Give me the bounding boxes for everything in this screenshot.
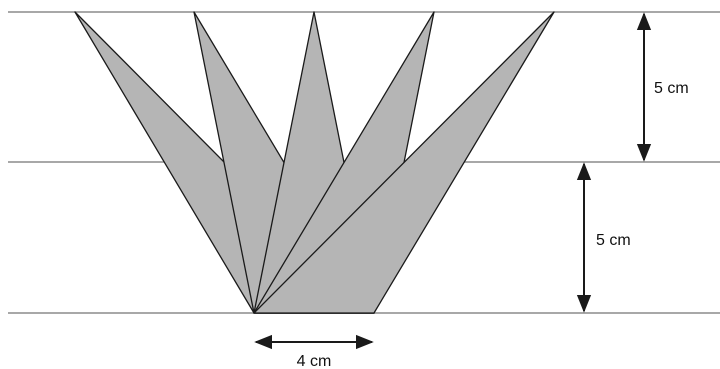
base-width-label: 4 cm [297,353,332,369]
upper-height-label: 5 cm [654,80,689,97]
lower-height-label: 5 cm [596,232,631,249]
shaded-triangles [74,11,555,314]
triangle-5 [253,11,555,314]
